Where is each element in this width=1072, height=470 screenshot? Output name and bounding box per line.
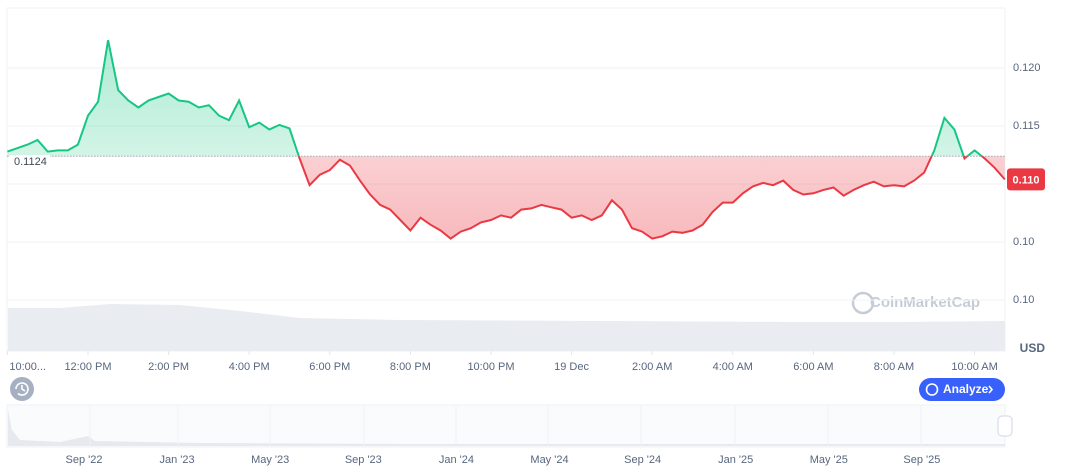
navigator-dividers <box>89 405 922 447</box>
x-tick-label: 8:00 PM <box>390 361 431 373</box>
navigator-label: Sep '24 <box>624 454 661 466</box>
navigator-label: Sep '25 <box>903 454 940 466</box>
navigator-label: Jan '25 <box>718 454 753 466</box>
x-tick-label: 4:00 PM <box>229 361 270 373</box>
y-tick-label: 0.120 <box>1013 62 1041 74</box>
navigator-handle[interactable] <box>997 415 1013 437</box>
x-tick-label: 12:00 PM <box>64 361 111 373</box>
x-tick-label: 8:00 AM <box>874 361 914 373</box>
current-price-badge <box>1007 168 1045 191</box>
x-tick-label: 10:00 AM <box>951 361 997 373</box>
watermark-logo <box>851 291 875 315</box>
analyze-button[interactable]: Analyze <box>919 378 1005 401</box>
analyze-icon <box>925 383 939 396</box>
navigator-label: May '23 <box>251 454 289 466</box>
analyze-label[interactable]: Analyze <box>943 382 989 396</box>
currency-label: USD <box>1020 341 1046 355</box>
current-price-label: 0.110 <box>1013 174 1040 186</box>
baseline-label-bg <box>10 155 50 170</box>
x-tick-label: 19 Dec <box>554 361 589 373</box>
analyze-chevron <box>988 385 994 394</box>
x-tick-label: 6:00 AM <box>793 361 833 373</box>
navigator-series <box>8 410 1005 446</box>
x-tick-label: 4:00 AM <box>713 361 753 373</box>
x-tick-label: 6:00 PM <box>309 361 350 373</box>
price-line-above <box>7 40 984 157</box>
area-below <box>7 156 1005 239</box>
baseline-label: 0.1124 <box>14 156 47 168</box>
navigator <box>6 404 1006 448</box>
history-icon <box>15 382 29 396</box>
navigator-label: Jan '24 <box>439 454 474 466</box>
x-tick-label: 2:00 PM <box>148 361 189 373</box>
analyze-bg[interactable] <box>919 378 1005 401</box>
y-tick-label: 0.115 <box>1013 120 1040 132</box>
x-tick-label: 10:00 PM <box>467 361 514 373</box>
y-tick-label: 0.10 <box>1013 236 1034 248</box>
navigator-label: Jan '23 <box>160 454 195 466</box>
x-tick-label: 10:00... <box>9 361 46 373</box>
volume-band <box>8 304 1005 351</box>
navigator-label: May '25 <box>810 454 848 466</box>
navigator-label: Sep '22 <box>66 454 103 466</box>
navigator-label: May '24 <box>530 454 568 466</box>
navigator-label: Sep '23 <box>345 454 382 466</box>
y-tick-label: 0.10 <box>1013 294 1034 306</box>
x-tick-label: 2:00 AM <box>632 361 672 373</box>
price-line-below <box>297 156 1006 240</box>
watermark: CoinMarketCap <box>870 294 980 311</box>
